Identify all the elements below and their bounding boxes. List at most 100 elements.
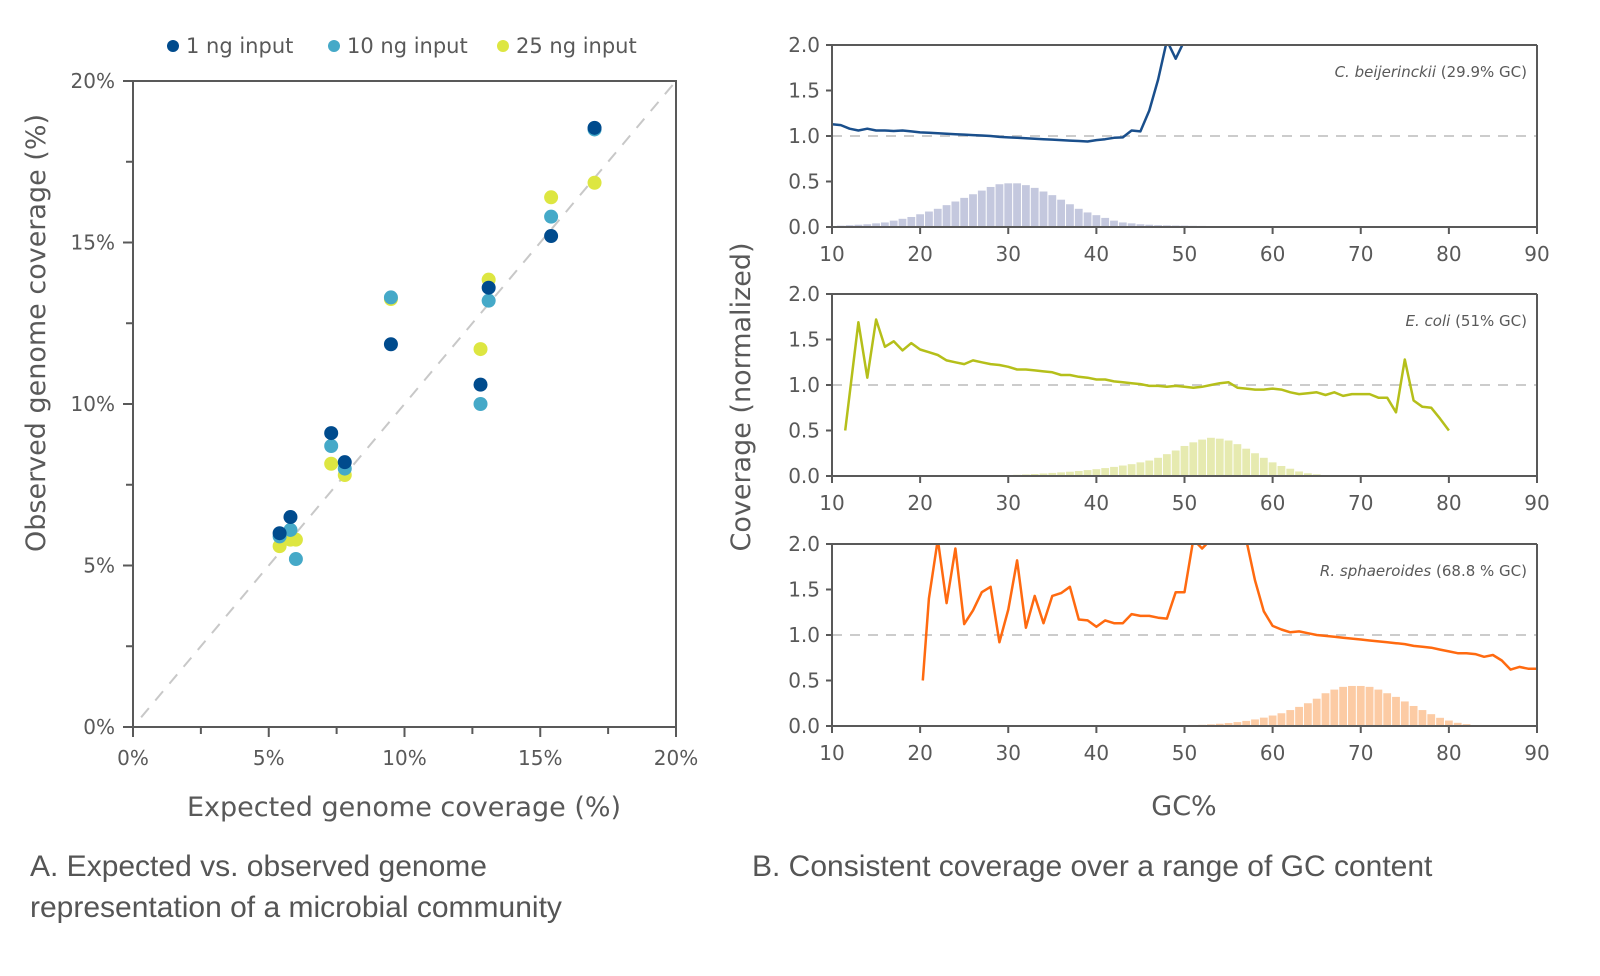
caption-a-line2: representation of a microbial community <box>30 887 670 928</box>
data-point-1-ng-input <box>544 229 558 243</box>
histogram-bar <box>1383 693 1391 726</box>
histogram-bar <box>1172 451 1180 476</box>
data-point-1-ng-input <box>384 337 398 351</box>
gc-histogram <box>828 183 1285 227</box>
x-tick-label: 90 <box>1524 491 1549 515</box>
x-tick-label: 10 <box>819 741 844 765</box>
histogram-bar <box>1207 438 1215 476</box>
histogram-bar <box>1022 185 1030 227</box>
y-tick-label: 1.5 <box>788 79 820 103</box>
histogram-bar <box>1348 686 1356 726</box>
data-point-1-ng-input <box>324 426 338 440</box>
species-label: E. coli (51% GC) <box>1406 312 1527 330</box>
histogram-bar <box>1295 707 1303 726</box>
y-axis-label: Observed genome coverage (%) <box>21 114 52 552</box>
gc-y-axis-label: Coverage (normalized) <box>726 242 757 551</box>
histogram-bar <box>1251 453 1259 476</box>
caption-a: A. Expected vs. observed genome represen… <box>30 846 670 928</box>
x-tick-label: 20% <box>654 746 698 770</box>
data-point-10-ng-input <box>474 397 488 411</box>
data-point-1-ng-input <box>474 378 488 392</box>
x-tick-label: 30 <box>996 741 1021 765</box>
legend-marker <box>497 40 509 52</box>
histogram-bar <box>1048 195 1056 227</box>
histogram-bar <box>1013 183 1021 227</box>
x-tick-label: 60 <box>1260 741 1285 765</box>
data-point-25-ng-input <box>544 190 558 204</box>
data-point-10-ng-input <box>324 439 338 453</box>
data-point-10-ng-input <box>544 210 558 224</box>
y-tick-label: 15% <box>71 231 115 255</box>
histogram-bar <box>1198 440 1206 476</box>
histogram-bar <box>943 205 951 227</box>
histogram-bar <box>1031 188 1039 227</box>
x-tick-label: 70 <box>1348 741 1373 765</box>
histogram-bar <box>1216 439 1224 476</box>
y-tick-label: 1.0 <box>788 623 820 647</box>
data-point-25-ng-input <box>588 176 602 190</box>
histogram-bar <box>1410 706 1418 726</box>
gc-histogram <box>987 438 1339 476</box>
caption-a-line1: A. Expected vs. observed genome <box>30 846 670 887</box>
data-point-25-ng-input <box>474 342 488 356</box>
y-tick-label: 5% <box>83 554 115 578</box>
legend-label: 10 ng input <box>347 34 468 58</box>
histogram-bar <box>987 187 995 227</box>
x-tick-label: 10 <box>819 491 844 515</box>
scatter-axes: 0%5%10%15%20%0%5%10%15%20% <box>71 69 699 770</box>
histogram-bar <box>1119 466 1127 476</box>
histogram-bar <box>969 194 977 227</box>
histogram-bar <box>1145 461 1153 476</box>
scatter-points <box>273 121 602 566</box>
histogram-bar <box>1137 462 1145 476</box>
data-point-25-ng-input <box>324 457 338 471</box>
species-gc-note: (51% GC) <box>1450 312 1527 330</box>
legend-label: 25 ng input <box>516 34 637 58</box>
y-tick-label: 0.5 <box>788 170 820 194</box>
x-tick-label: 80 <box>1436 242 1461 266</box>
y-tick-label: 2.0 <box>788 532 820 556</box>
histogram-bar <box>1286 469 1294 476</box>
histogram-bar <box>934 209 942 227</box>
histogram-bar <box>1322 693 1330 726</box>
data-point-1-ng-input <box>588 121 602 135</box>
coverage-line <box>832 41 1185 142</box>
y-tick-label: 20% <box>71 69 115 93</box>
x-tick-label: 90 <box>1524 741 1549 765</box>
histogram-bar <box>1092 215 1100 227</box>
y-tick-label: 1.0 <box>788 373 820 397</box>
y-tick-label: 2.0 <box>788 282 820 306</box>
data-point-1-ng-input <box>273 526 287 540</box>
legend-marker <box>328 40 340 52</box>
coverage-line <box>923 540 1537 681</box>
histogram-bar <box>1225 441 1233 476</box>
x-tick-label: 50 <box>1172 242 1197 266</box>
gc-histogram <box>1172 686 1488 726</box>
x-tick-label: 0% <box>117 746 149 770</box>
histogram-bar <box>1181 446 1189 476</box>
species-label: C. beijerinckii (29.9% GC) <box>1335 63 1527 81</box>
x-tick-label: 40 <box>1084 242 1109 266</box>
x-tick-label: 20 <box>907 242 932 266</box>
histogram-bar <box>1339 687 1347 726</box>
x-tick-label: 10 <box>819 242 844 266</box>
histogram-bar <box>916 214 924 227</box>
histogram-bar <box>1330 690 1338 726</box>
x-tick-label: 80 <box>1436 741 1461 765</box>
y-tick-label: 10% <box>71 392 115 416</box>
histogram-bar <box>1057 200 1065 227</box>
x-tick-label: 60 <box>1260 491 1285 515</box>
y-tick-label: 0.0 <box>788 215 820 239</box>
y-tick-label: 0.0 <box>788 464 820 488</box>
x-tick-label: 70 <box>1348 491 1373 515</box>
histogram-bar <box>1084 212 1092 227</box>
x-tick-label: 30 <box>996 491 1021 515</box>
gc-coverage-panel: 0.0 0.5 1.0 1.5 2.0 10 20 30 40 50 60 70 80 90 C. beij… <box>726 33 1550 822</box>
caption-b: B. Consistent coverage over a range of G… <box>752 846 1572 887</box>
data-point-10-ng-input <box>384 290 398 304</box>
x-tick-label: 50 <box>1172 491 1197 515</box>
